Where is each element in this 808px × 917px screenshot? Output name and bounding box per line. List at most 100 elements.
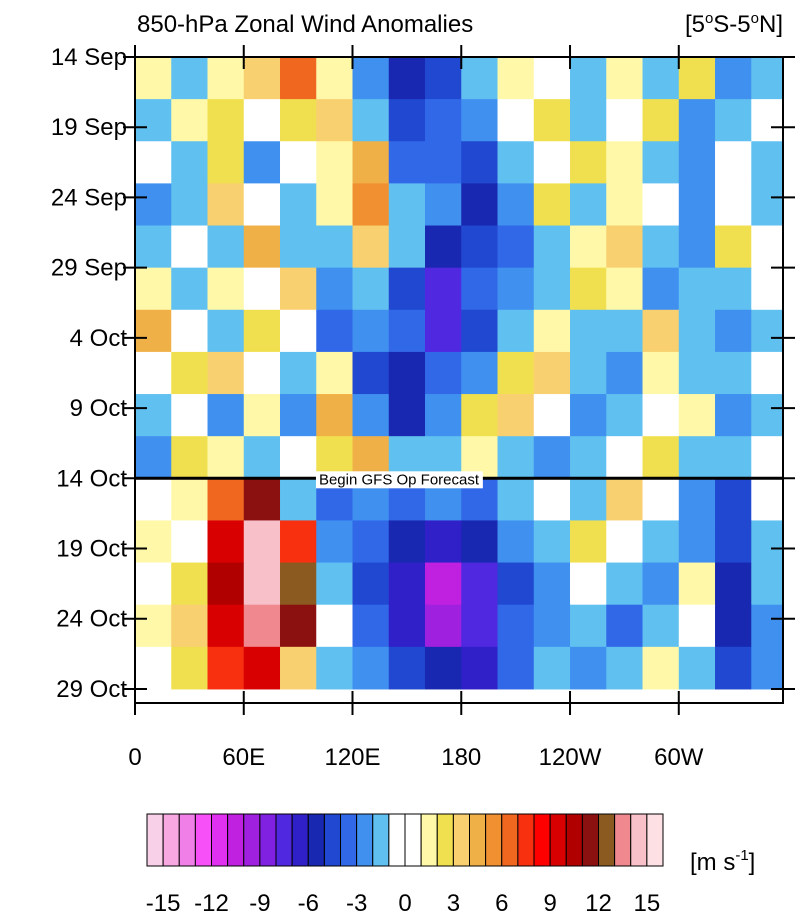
field-cell (207, 478, 245, 521)
colorbar-box (436, 813, 454, 867)
field-cell (316, 351, 354, 395)
field-cell (570, 225, 607, 269)
field-cell (207, 436, 245, 479)
colorbar-box (259, 813, 277, 867)
field-cell (135, 562, 172, 606)
field-cell (425, 183, 462, 227)
colorbar-units: [m s-1] (690, 847, 755, 876)
field-cell (642, 394, 680, 437)
field-cell (316, 394, 354, 437)
field-cell (388, 394, 426, 437)
field-cell (352, 225, 390, 269)
field-cell (171, 478, 209, 521)
x-tick-label: 120W (539, 744, 602, 771)
field-cell (316, 562, 354, 606)
field-cell (207, 562, 245, 606)
field-cell (606, 394, 644, 437)
colorbar-label: 9 (543, 890, 556, 917)
field-cell (352, 183, 390, 227)
colorbar-label: 6 (495, 890, 508, 917)
field-cell (751, 141, 783, 184)
field-cell (352, 99, 390, 142)
chart-title: 850-hPa Zonal Wind Anomalies (137, 11, 473, 38)
field-cell (135, 351, 172, 395)
field-cell (642, 478, 680, 521)
field-cell (606, 604, 644, 648)
field-cell (497, 99, 535, 142)
field-cell (135, 394, 172, 437)
field-cell (425, 267, 462, 311)
field-cell (280, 478, 317, 521)
field-cell (461, 646, 499, 690)
region-label: [5oS-5oN] (685, 10, 783, 38)
units-part: ] (749, 849, 756, 876)
field-cell (533, 604, 571, 648)
field-cell (243, 99, 281, 142)
field-cell (461, 225, 499, 269)
field-cell (352, 141, 390, 184)
colorbar-box (614, 813, 632, 867)
field-cell (570, 646, 607, 690)
field-cell (171, 351, 209, 395)
field-cell (171, 141, 209, 184)
field-cell (207, 520, 245, 564)
field-cell (388, 309, 426, 353)
region-part: o (705, 10, 713, 27)
x-tick-label: 60W (654, 744, 704, 771)
y-tick-label: 24 Sep (51, 184, 127, 211)
colorbar-box (162, 813, 180, 867)
field-cell (425, 141, 462, 184)
field-cell (135, 99, 172, 142)
field-cell (461, 57, 499, 100)
field-cell (425, 604, 462, 648)
field-cell (642, 225, 680, 269)
field-cell (570, 183, 607, 227)
field-cell (388, 225, 426, 269)
field-cell (715, 478, 752, 521)
field-cell (497, 225, 535, 269)
colorbar-box (549, 813, 567, 867)
field-cell (461, 351, 499, 395)
field-cell (207, 394, 245, 437)
plot-frame (134, 56, 784, 704)
field-cell (243, 436, 281, 479)
field-cell (135, 478, 172, 521)
field-cell (533, 646, 571, 690)
field-cell (533, 351, 571, 395)
field-cell (352, 562, 390, 606)
field-cell (425, 562, 462, 606)
field-cell (243, 646, 281, 690)
field-cell (497, 57, 535, 100)
field-cell (642, 267, 680, 311)
field-cell (497, 478, 535, 521)
field-cell (316, 267, 354, 311)
field-cell (425, 520, 462, 564)
colorbar-label: -3 (346, 890, 367, 917)
field-cell (570, 394, 607, 437)
field-cell (570, 604, 607, 648)
field-cell (352, 351, 390, 395)
field-cell (316, 309, 354, 353)
field-cell (352, 646, 390, 690)
field-cell (715, 394, 752, 437)
field-cell (751, 57, 783, 100)
field-cell (751, 646, 783, 690)
field-cell (243, 478, 281, 521)
field-cell (606, 225, 644, 269)
field-cell (751, 604, 783, 648)
field-cell (678, 520, 716, 564)
colorbar-box (211, 813, 229, 867)
field-cell (243, 520, 281, 564)
field-cell (678, 225, 716, 269)
colorbar-box (485, 813, 503, 867)
field-cell (642, 562, 680, 606)
field-cell (606, 267, 644, 311)
field-cell (207, 351, 245, 395)
field-cell (642, 646, 680, 690)
field-cell (207, 99, 245, 142)
field-cell (606, 99, 644, 142)
colorbar-box (517, 813, 535, 867)
field-cell (606, 309, 644, 353)
field-cell (461, 183, 499, 227)
field-cell (678, 183, 716, 227)
